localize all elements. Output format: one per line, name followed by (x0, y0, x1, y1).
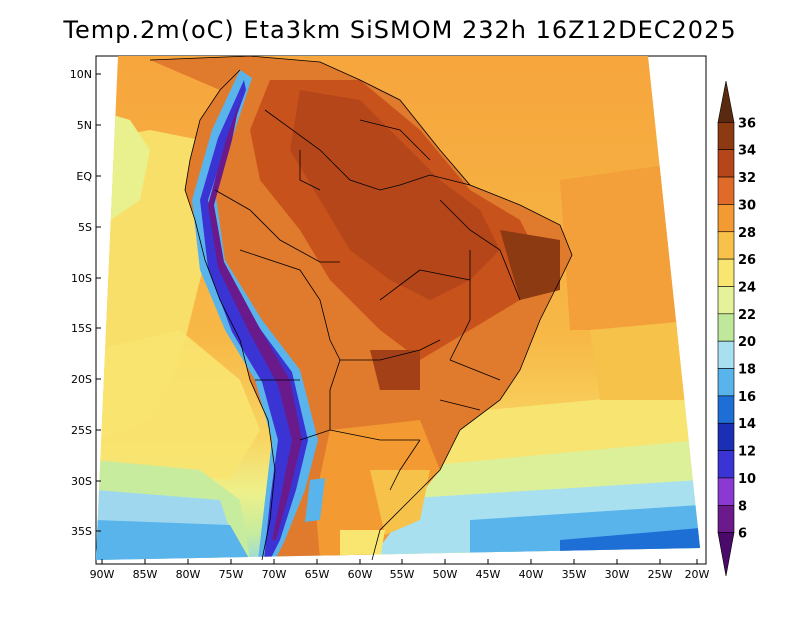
colorbar-label: 18 (738, 363, 756, 378)
colorbar: 36 34 32 30 28 26 24 22 20 18 16 14 12 10 8 6 (717, 80, 756, 577)
colorbar-segment (717, 532, 735, 577)
lat-tick-label: 35S (71, 525, 92, 538)
colorbar-segment (717, 122, 735, 151)
colorbar-label: 6 (738, 527, 747, 542)
colorbar-label: 34 (738, 144, 756, 159)
colorbar-segment (717, 204, 735, 233)
colorbar-segment (717, 176, 735, 205)
lon-tick-label: 35W (562, 568, 587, 581)
colorbar-segment (717, 258, 735, 287)
colorbar-segment (717, 477, 735, 506)
lat-tick-label: 30S (71, 475, 92, 488)
lon-tick-label: 45W (476, 568, 501, 581)
colorbar-label: 22 (738, 308, 756, 323)
lon-tick-label: 75W (219, 568, 244, 581)
colorbar-segment (717, 313, 735, 342)
colorbar-segment (717, 395, 735, 424)
colorbar-segment (717, 286, 735, 315)
colorbar-label: 36 (738, 116, 756, 131)
map-title: Temp.2m(oC) Eta3km SiSMOM 232h 16Z12DEC2… (63, 16, 737, 44)
colorbar-segment (717, 149, 735, 178)
colorbar-label: 32 (738, 171, 756, 186)
colorbar-label: 12 (738, 445, 756, 460)
lon-tick-label: 90W (90, 568, 115, 581)
lon-tick-label: 25W (648, 568, 673, 581)
colorbar-label: 10 (738, 472, 756, 487)
colorbar-label: 20 (738, 335, 756, 350)
lat-axis: 10N 5N EQ 5S 10S 15S 20S 25S 30S 35S (70, 68, 101, 538)
lat-tick-label: 15S (71, 322, 92, 335)
lon-tick-label: 65W (305, 568, 330, 581)
lon-tick-label: 20W (685, 568, 710, 581)
lon-tick-label: 50W (433, 568, 458, 581)
colorbar-label: 30 (738, 198, 756, 213)
lon-tick-label: 30W (605, 568, 630, 581)
colorbar-label: 16 (738, 390, 756, 405)
colorbar-label: 8 (738, 499, 747, 514)
colorbar-segment (717, 231, 735, 260)
temperature-field (96, 56, 700, 560)
lon-tick-label: 60W (348, 568, 373, 581)
lat-tick-label: 25S (71, 424, 92, 437)
lon-tick-label: 40W (519, 568, 544, 581)
lat-tick-label: 10S (71, 272, 92, 285)
colorbar-segment (717, 504, 735, 533)
colorbar-segment (717, 368, 735, 397)
lon-tick-label: 80W (176, 568, 201, 581)
colorbar-segment (717, 340, 735, 369)
lat-tick-label: 20S (71, 373, 92, 386)
lon-axis: 90W 85W 80W 75W 70W 65W 60W 55W 50W 45W … (90, 559, 710, 581)
lat-tick-label: 10N (70, 68, 92, 81)
colorbar-segment (717, 450, 735, 479)
lat-tick-label: 5N (77, 119, 92, 132)
colorbar-label: 28 (738, 226, 756, 241)
colorbar-label: 24 (738, 280, 756, 295)
lat-tick-label: 5S (78, 221, 92, 234)
colorbar-segment (717, 80, 735, 123)
lon-tick-label: 55W (390, 568, 415, 581)
colorbar-label: 26 (738, 253, 756, 268)
lon-tick-label: 85W (133, 568, 158, 581)
lon-tick-label: 70W (262, 568, 287, 581)
colorbar-label: 14 (738, 417, 756, 432)
lat-tick-label: EQ (76, 170, 92, 183)
country-borders (149, 55, 573, 561)
colorbar-segment (717, 422, 735, 451)
